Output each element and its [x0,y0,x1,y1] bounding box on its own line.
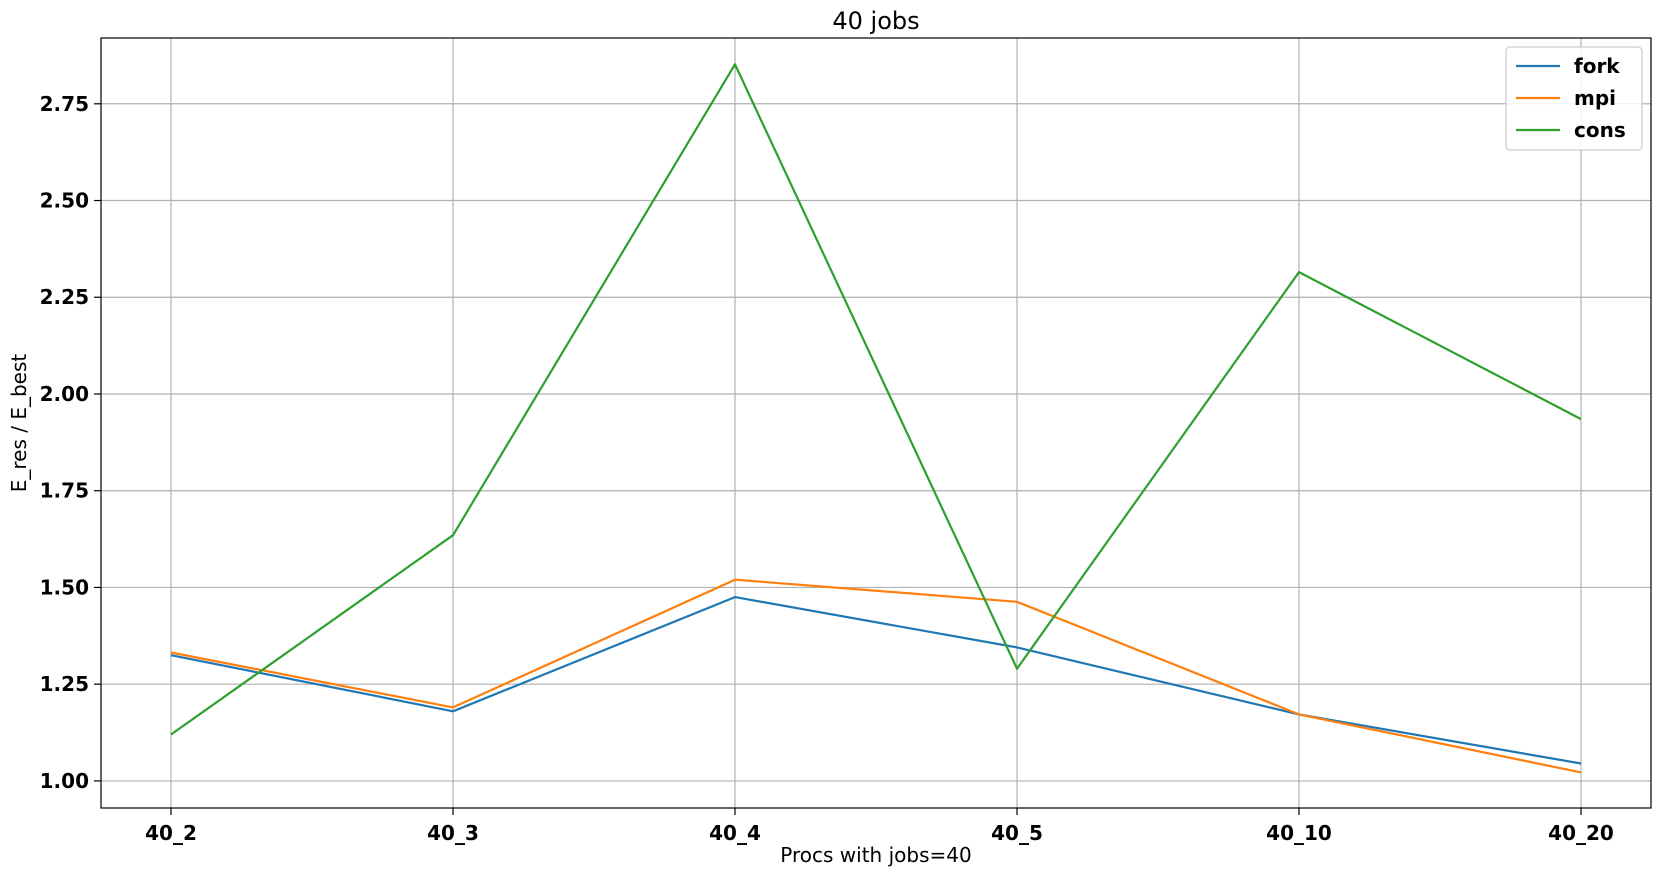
x-tick-label: 40_20 [1548,821,1614,845]
y-tick-label: 1.75 [40,479,89,503]
x-tick-label: 40_10 [1266,821,1332,845]
y-tick-label: 1.50 [40,575,89,599]
legend-label-cons: cons [1574,118,1626,142]
y-tick-label: 2.75 [40,92,89,116]
series-line-cons [170,63,1582,736]
x-tick-label: 40_4 [709,821,761,845]
y-tick-label: 1.00 [40,769,89,793]
grid [101,38,1651,808]
x-tick-label: 40_2 [145,821,197,845]
series-line-fork [170,595,1582,765]
chart-title: 40 jobs [832,7,919,35]
x-tick-label: 40_3 [427,821,479,845]
legend-label-fork: fork [1574,54,1620,78]
y-tick-label: 1.25 [40,672,89,696]
x-axis-ticks: 40_2 40_3 40_4 40_5 40_10 40_20 [145,808,1614,845]
y-tick-label: 2.50 [40,189,89,213]
legend-label-mpi: mpi [1574,86,1616,110]
y-tick-label: 2.00 [40,382,89,406]
plot-frame [100,37,1652,809]
series-line-mpi [170,578,1582,774]
legend: fork mpi cons [1505,46,1643,151]
y-axis-label: E_res / E_best [7,354,31,493]
legend-box [1505,46,1643,151]
x-axis-label: Procs with jobs=40 [780,843,971,867]
y-axis-ticks: 1.00 1.25 1.50 1.75 2.00 2.25 2.50 2.75 [40,92,101,793]
x-tick-label: 40_5 [991,821,1043,845]
y-tick-label: 2.25 [40,285,89,309]
series-lines [170,63,1582,774]
